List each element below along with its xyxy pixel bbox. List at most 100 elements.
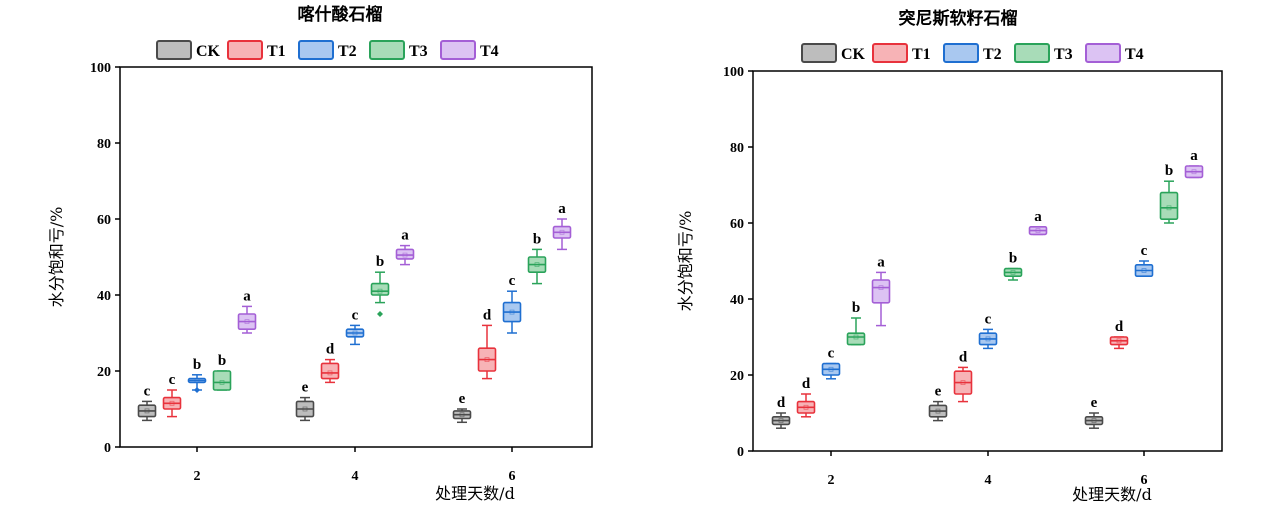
x-tick-label: 4 <box>985 473 992 488</box>
mean-marker <box>1141 268 1147 273</box>
box-t4-6: a <box>552 201 572 251</box>
mean-marker <box>1166 205 1172 211</box>
legend-label-ck: CK <box>841 46 866 63</box>
significance-label: e <box>935 384 942 400</box>
significance-label: e <box>302 380 309 396</box>
y-tick-label: 40 <box>730 293 744 308</box>
mean-marker <box>402 252 408 258</box>
mean-marker <box>352 330 358 336</box>
y-tick-label: 60 <box>97 213 111 228</box>
x-tick-label: 6 <box>509 469 516 484</box>
box-t2-2: c <box>821 346 841 380</box>
mean-marker <box>327 370 333 376</box>
box-t1-6: d <box>1109 319 1129 350</box>
mean-marker <box>1035 228 1041 234</box>
legend-swatch-t3 <box>1014 43 1050 63</box>
legend-label-ck: CK <box>196 43 221 60</box>
box-t2-4: c <box>345 307 365 346</box>
legend-label-t2: T2 <box>983 46 1002 63</box>
legend-label-t3: T3 <box>1054 46 1073 63</box>
legend-item-t3: T3 <box>1014 43 1073 63</box>
legend-item-t2: T2 <box>943 43 1002 63</box>
legend: CK T1 T2 T3 T4 <box>156 40 499 60</box>
box-t4-2: a <box>871 254 891 327</box>
significance-label: b <box>376 254 384 270</box>
legend-swatch-ck <box>156 40 192 60</box>
legend: CK T1 T2 T3 T4 <box>801 43 1144 63</box>
legend-label-t4: T4 <box>1125 46 1144 63</box>
box-t4-6: a <box>1184 148 1204 179</box>
mean-marker <box>1091 418 1097 424</box>
box-t1-4: d <box>320 342 340 384</box>
box-t2-4: c <box>978 311 998 350</box>
significance-label: d <box>777 395 786 411</box>
legend-item-t1: T1 <box>872 43 931 63</box>
y-axis-label: 水分饱和亏/% <box>47 207 66 308</box>
mean-marker <box>803 404 809 410</box>
legend-item-ck: CK <box>801 43 866 63</box>
box-t3-2: b <box>846 300 866 346</box>
legend-label-t1: T1 <box>912 46 931 63</box>
legend-label-t1: T1 <box>267 43 286 60</box>
box-t2-2: b <box>187 357 207 393</box>
box-t2-6: c <box>1134 243 1154 277</box>
outlier-point <box>194 387 200 393</box>
mean-marker <box>169 400 175 406</box>
significance-label: b <box>852 300 860 316</box>
mean-marker <box>219 379 225 385</box>
significance-label: b <box>218 353 226 369</box>
significance-label: d <box>802 376 811 392</box>
significance-label: d <box>483 307 492 323</box>
y-tick-label: 40 <box>97 289 111 304</box>
box-ck-6: e <box>452 391 472 424</box>
mean-marker <box>1116 338 1122 344</box>
mean-marker <box>1191 169 1197 175</box>
mean-marker <box>144 408 150 414</box>
chart-title: 突尼斯软籽石榴 <box>899 8 1018 29</box>
box-body <box>395 248 415 260</box>
y-tick-label: 80 <box>730 141 744 156</box>
box-ck-4: e <box>928 384 948 422</box>
box-t3-4: b <box>370 254 390 317</box>
mean-marker <box>377 288 383 294</box>
legend-label-t3: T3 <box>409 43 428 60</box>
significance-label: c <box>828 346 835 362</box>
legend-swatch-t4 <box>440 40 476 60</box>
mean-marker <box>985 336 991 342</box>
mean-marker <box>534 262 540 268</box>
plot-frame <box>752 70 1223 452</box>
plot-frame <box>119 66 593 448</box>
box-t4-2: a <box>237 288 257 334</box>
x-tick-label: 2 <box>828 473 835 488</box>
legend-swatch-ck <box>801 43 837 63</box>
y-tick-label: 100 <box>723 65 744 80</box>
box-t3-2: b <box>212 353 232 391</box>
legend-swatch-t1 <box>227 40 263 60</box>
legend-item-t2: T2 <box>298 40 357 60</box>
legend-swatch-t3 <box>369 40 405 60</box>
legend-item-ck: CK <box>156 40 221 60</box>
mean-marker <box>509 309 515 315</box>
significance-label: b <box>1009 251 1017 267</box>
legend-label-t2: T2 <box>338 43 357 60</box>
significance-label: b <box>193 357 201 373</box>
box-t1-2: c <box>162 372 182 418</box>
box-body <box>871 279 891 304</box>
mean-marker <box>1010 269 1016 275</box>
outlier-point <box>377 311 383 317</box>
significance-label: c <box>144 383 151 399</box>
legend-label-t4: T4 <box>480 43 499 60</box>
chart-title: 喀什酸石榴 <box>298 4 383 25</box>
significance-label: d <box>959 349 968 365</box>
box-t3-6: b <box>1159 163 1179 224</box>
box-t2-6: c <box>502 273 522 334</box>
legend-swatch-t4 <box>1085 43 1121 63</box>
legend-item-t3: T3 <box>369 40 428 60</box>
y-axis-label: 水分饱和亏/% <box>676 211 695 312</box>
mean-marker <box>960 380 966 386</box>
significance-label: a <box>1034 209 1042 225</box>
significance-label: a <box>401 228 409 244</box>
mean-marker <box>302 406 308 412</box>
